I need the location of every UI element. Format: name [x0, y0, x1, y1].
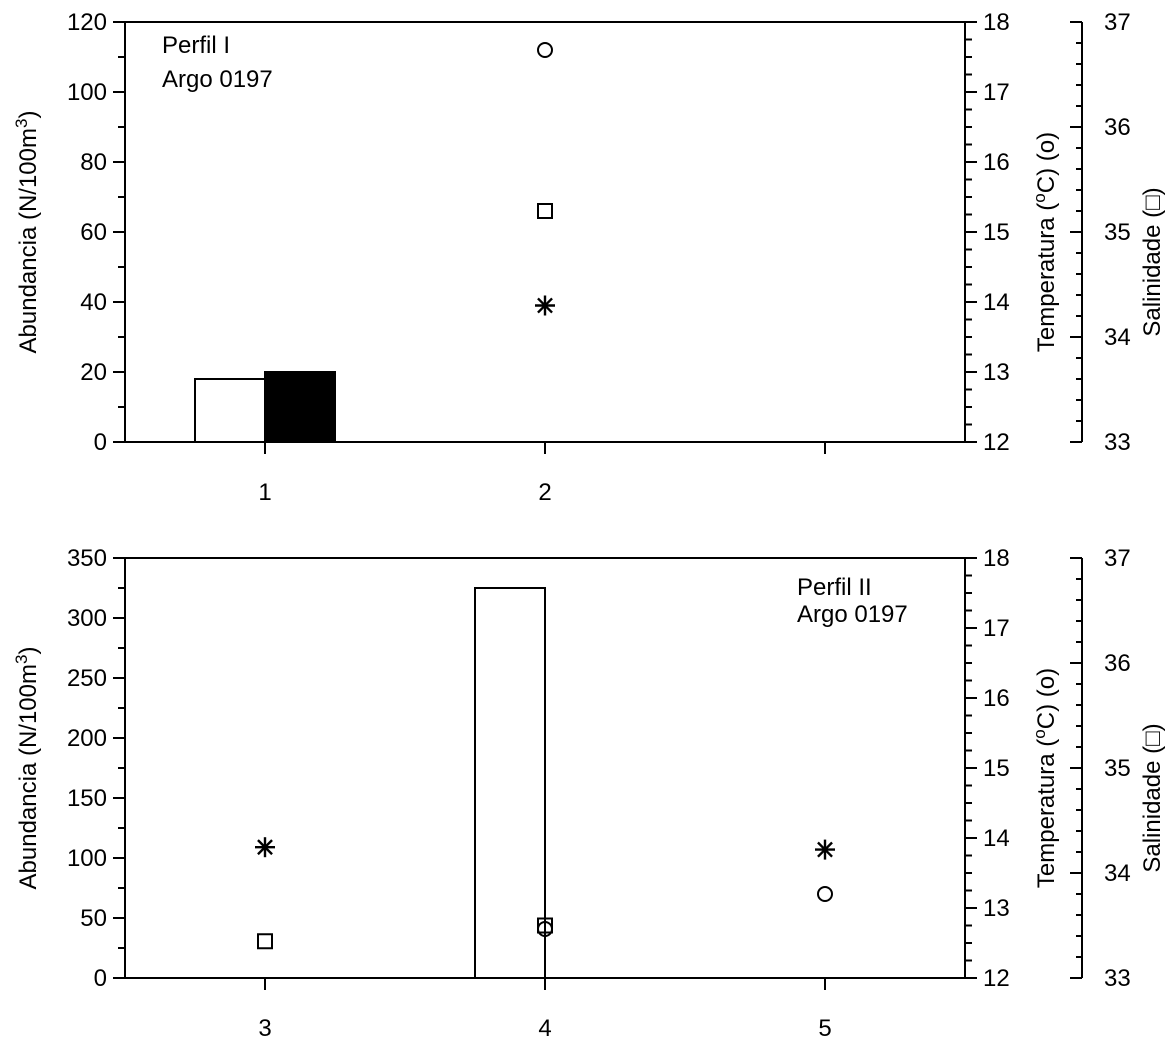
- asterisk-point: [815, 839, 835, 860]
- salinity-point: [257, 933, 273, 950]
- salinity-tick-label: 37: [1104, 9, 1131, 36]
- y-tick-label: 250: [67, 665, 107, 692]
- temperature-tick-label: 16: [983, 149, 1010, 176]
- panel-annotation: Argo 0197: [162, 66, 273, 93]
- salinity-tick-label: 35: [1104, 755, 1131, 782]
- y-tick-label: 200: [67, 725, 107, 752]
- temperature-tick-label: 18: [983, 9, 1010, 36]
- salinity-axis-label: Salinidade (□): [1139, 187, 1166, 336]
- temperature-tick-label: 17: [983, 615, 1010, 642]
- open-bar: [194, 378, 266, 443]
- asterisk-stroke: [257, 839, 273, 856]
- salinity-tick-label: 37: [1104, 545, 1131, 572]
- salinity-axis-label: Salinidade (□): [1139, 723, 1166, 872]
- y-tick-label: 100: [67, 845, 107, 872]
- y-tick-label: 20: [80, 359, 107, 386]
- y-tick-label: 120: [67, 9, 107, 36]
- y-tick-label: 0: [94, 429, 107, 456]
- y-tick-label: 350: [67, 545, 107, 572]
- x-tick-label: 2: [538, 479, 551, 506]
- y-tick-label: 0: [94, 965, 107, 992]
- temperature-tick-label: 16: [983, 685, 1010, 712]
- temperature-tick-label: 13: [983, 895, 1010, 922]
- panel-annotation: Perfil II: [797, 574, 872, 601]
- salinity-tick-label: 36: [1104, 650, 1131, 677]
- y-tick-label: 50: [80, 905, 107, 932]
- y-tick-label: 300: [67, 605, 107, 632]
- y-tick-label: 80: [80, 149, 107, 176]
- asterisk-stroke: [817, 841, 833, 858]
- panel-perfil-2: 0 50 100 150 200 250 300 350 Abundancia (N/100m3…: [12, 545, 1166, 1038]
- filled-bar: [264, 371, 336, 443]
- temperature-point: [537, 921, 553, 937]
- y-tick-label: 60: [80, 219, 107, 246]
- asterisk-point: [535, 295, 555, 316]
- x-tick-label: 1: [258, 479, 271, 506]
- temperature-tick-label: 15: [983, 219, 1010, 246]
- x-tick-label: 4: [538, 1015, 551, 1038]
- temperature-tick-label: 12: [983, 965, 1010, 992]
- temperature-tick-label: 12: [983, 429, 1010, 456]
- panel-annotation: Argo 0197: [797, 601, 908, 628]
- salinity-tick-label: 36: [1104, 114, 1131, 141]
- salinity-point: [537, 203, 553, 219]
- salinity-tick-label: 33: [1104, 965, 1131, 992]
- temperature-axis-label: Temperatura (oC) (o): [1030, 132, 1060, 352]
- temperature-tick-label: 13: [983, 359, 1010, 386]
- temperature-tick-label: 14: [983, 825, 1010, 852]
- salinity-tick-label: 35: [1104, 219, 1131, 246]
- asterisk-stroke: [537, 297, 553, 314]
- temperature-point: [817, 886, 833, 902]
- temperature-tick-label: 14: [983, 289, 1010, 316]
- open-bar: [474, 587, 546, 979]
- salinity-tick-label: 34: [1104, 860, 1131, 887]
- y-tick-label: 40: [80, 289, 107, 316]
- temperature-axis-label: Temperatura (oC) (o): [1030, 668, 1060, 888]
- y-tick-label: 150: [67, 785, 107, 812]
- panel-annotation: Perfil I: [162, 32, 230, 59]
- y-axis-label: Abundancia (N/100m3): [12, 111, 42, 354]
- temperature-tick-label: 17: [983, 79, 1010, 106]
- temperature-tick-label: 15: [983, 755, 1010, 782]
- salinity-tick-label: 33: [1104, 429, 1131, 456]
- x-tick-label: 5: [818, 1015, 831, 1038]
- temperature-point: [537, 42, 553, 58]
- y-tick-label: 100: [67, 79, 107, 106]
- temperature-tick-label: 18: [983, 545, 1010, 572]
- salinity-tick-label: 34: [1104, 324, 1131, 351]
- asterisk-point: [255, 837, 275, 858]
- y-axis-label: Abundancia (N/100m3): [12, 647, 42, 890]
- x-tick-label: 3: [258, 1015, 271, 1038]
